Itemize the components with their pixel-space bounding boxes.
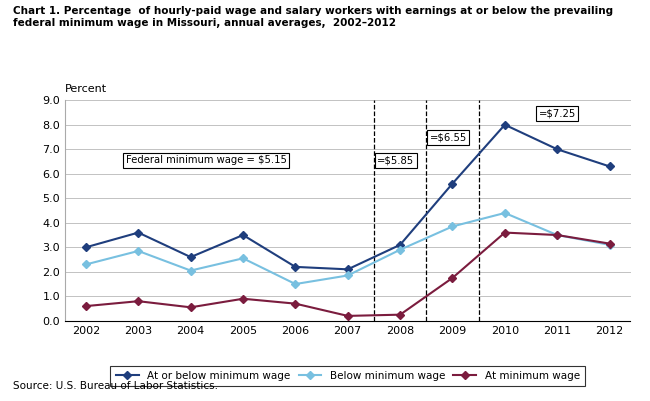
Below minimum wage xyxy=(448,224,456,229)
Below minimum wage xyxy=(344,273,352,278)
Below minimum wage xyxy=(187,268,194,273)
Line: At or below minimum wage: At or below minimum wage xyxy=(83,122,612,272)
At or below minimum wage xyxy=(187,255,194,259)
At or below minimum wage xyxy=(82,245,90,250)
Text: federal minimum wage in Missouri, annual averages,  2002–2012: federal minimum wage in Missouri, annual… xyxy=(13,18,396,28)
At or below minimum wage xyxy=(239,233,247,237)
Legend: At or below minimum wage, Below minimum wage, At minimum wage: At or below minimum wage, Below minimum … xyxy=(111,366,585,386)
At minimum wage xyxy=(82,304,90,308)
Text: =$5.85: =$5.85 xyxy=(378,155,415,165)
At minimum wage xyxy=(291,301,299,306)
At or below minimum wage xyxy=(501,122,509,127)
Line: Below minimum wage: Below minimum wage xyxy=(83,210,612,287)
Text: Source: U.S. Bureau of Labor Statistics.: Source: U.S. Bureau of Labor Statistics. xyxy=(13,381,218,391)
At or below minimum wage xyxy=(396,243,404,247)
Text: Federal minimum wage = $5.15: Federal minimum wage = $5.15 xyxy=(126,155,287,165)
At minimum wage xyxy=(606,241,614,246)
Text: =$6.55: =$6.55 xyxy=(430,132,467,142)
At minimum wage xyxy=(501,230,509,235)
Below minimum wage xyxy=(553,233,561,237)
Below minimum wage xyxy=(291,282,299,286)
Below minimum wage xyxy=(82,262,90,267)
At or below minimum wage xyxy=(135,230,142,235)
At minimum wage xyxy=(187,305,194,310)
Below minimum wage xyxy=(606,243,614,247)
Below minimum wage xyxy=(239,256,247,261)
Line: At minimum wage: At minimum wage xyxy=(83,230,612,319)
At minimum wage xyxy=(396,312,404,317)
At minimum wage xyxy=(448,275,456,280)
At minimum wage xyxy=(135,299,142,304)
At or below minimum wage xyxy=(553,147,561,152)
At minimum wage xyxy=(553,233,561,237)
At or below minimum wage xyxy=(344,267,352,272)
At or below minimum wage xyxy=(606,164,614,169)
Text: Percent: Percent xyxy=(65,84,107,94)
At minimum wage xyxy=(344,314,352,318)
At or below minimum wage xyxy=(448,181,456,186)
Text: =$7.25: =$7.25 xyxy=(539,109,576,119)
At or below minimum wage xyxy=(291,265,299,269)
At minimum wage xyxy=(239,296,247,301)
Below minimum wage xyxy=(396,247,404,252)
Below minimum wage xyxy=(135,249,142,253)
Text: Chart 1. Percentage  of hourly-paid wage and salary workers with earnings at or : Chart 1. Percentage of hourly-paid wage … xyxy=(13,6,613,16)
Below minimum wage xyxy=(501,211,509,215)
